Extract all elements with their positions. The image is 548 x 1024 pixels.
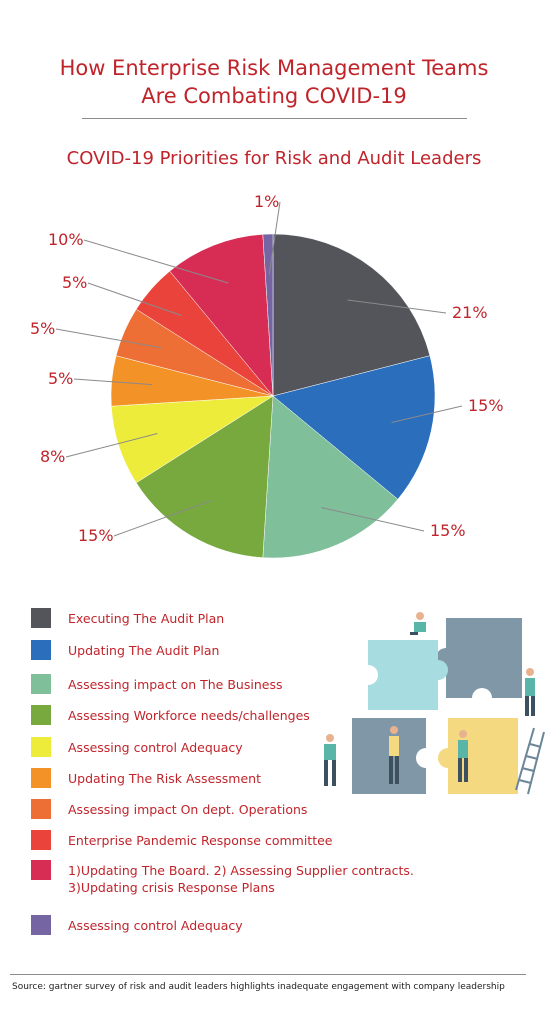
legend-item-3: Assessing Workforce needs/challenges — [31, 705, 511, 729]
legend-label: Assessing control Adequacy — [68, 918, 243, 933]
pie-slice — [272, 355, 436, 500]
title-line-2: Are Combating COVID-19 — [141, 84, 407, 108]
legend-item-1: Updating The Audit Plan — [31, 640, 511, 664]
legend-label-line-1: 1)Updating The Board. 2) Assessing Suppl… — [68, 863, 414, 878]
legend-item-4: Assessing control Adequacy — [31, 737, 511, 761]
puzzle-illustration — [324, 612, 545, 795]
leader-line — [87, 282, 183, 317]
title-divider — [82, 118, 467, 119]
legend-label: Updating The Risk Assessment — [68, 771, 261, 786]
leader-line — [347, 299, 447, 314]
leader-line — [268, 201, 281, 275]
leader-line — [73, 378, 153, 386]
legend-label: Enterprise Pandemic Response committee — [68, 833, 333, 848]
legend-swatch — [31, 674, 51, 694]
leader-line — [65, 433, 158, 458]
pie-slice — [272, 233, 431, 397]
slice-value-label: 15% — [78, 526, 114, 545]
slice-value-label: 8% — [40, 447, 65, 466]
legend-label: Assessing impact on The Business — [68, 677, 283, 692]
legend-label: Executing The Audit Plan — [68, 611, 225, 626]
pie-slice — [135, 395, 274, 558]
slice-value-label: 15% — [468, 396, 504, 415]
legend-label: Assessing control Adequacy — [68, 740, 243, 755]
pie-chart: 21% 15% 15% 15% 8% 5% 5% 5% 10% 1% — [30, 192, 504, 559]
slice-value-label: 5% — [62, 273, 87, 292]
legend-swatch — [31, 705, 51, 725]
page-title: How Enterprise Risk Management Teams Are… — [0, 54, 548, 110]
legend-item-6: Assessing impact On dept. Operations — [31, 799, 511, 823]
legend-label: Assessing impact On dept. Operations — [68, 802, 308, 817]
legend-item-8: 1)Updating The Board. 2) Assessing Suppl… — [31, 860, 511, 900]
legend-swatch — [31, 640, 51, 660]
leader-line — [321, 507, 425, 532]
legend-item-9: Assessing control Adequacy — [31, 915, 511, 939]
legend-item-7: Enterprise Pandemic Response committee — [31, 830, 511, 854]
leader-line — [55, 328, 162, 349]
legend-swatch — [31, 608, 51, 628]
chart-title: COVID-19 Priorities for Risk and Audit L… — [66, 148, 482, 169]
slice-value-label: 5% — [30, 319, 55, 338]
legend-swatch — [31, 799, 51, 819]
legend-label: 1)Updating The Board. 2) Assessing Suppl… — [68, 862, 414, 896]
legend-item-5: Updating The Risk Assessment — [31, 768, 511, 792]
footer-divider — [10, 974, 526, 975]
legend-swatch — [31, 768, 51, 788]
legend-swatch — [31, 737, 51, 757]
slice-value-label: 1% — [254, 192, 279, 211]
legend-item-2: Assessing impact on The Business — [31, 674, 511, 698]
legend-label: Updating The Audit Plan — [68, 643, 220, 658]
slice-value-label: 5% — [48, 369, 73, 388]
slice-value-label: 21% — [452, 303, 488, 322]
leader-line — [391, 405, 463, 423]
slice-value-label: 15% — [430, 521, 466, 540]
leader-line — [83, 239, 229, 284]
title-line-1: How Enterprise Risk Management Teams — [59, 56, 489, 80]
source-note: Source: gartner survey of risk and audit… — [12, 982, 505, 992]
slice-value-label: 10% — [48, 230, 84, 249]
leader-line — [113, 500, 212, 537]
legend-label-line-2: 3)Updating crisis Response Plans — [68, 880, 275, 895]
pie-slice — [169, 234, 274, 397]
legend-swatch — [31, 860, 51, 880]
legend-swatch — [31, 830, 51, 850]
legend-swatch — [31, 915, 51, 935]
pie-slice — [262, 233, 274, 397]
legend-item-0: Executing The Audit Plan — [31, 608, 511, 632]
legend-label: Assessing Workforce needs/challenges — [68, 708, 310, 723]
